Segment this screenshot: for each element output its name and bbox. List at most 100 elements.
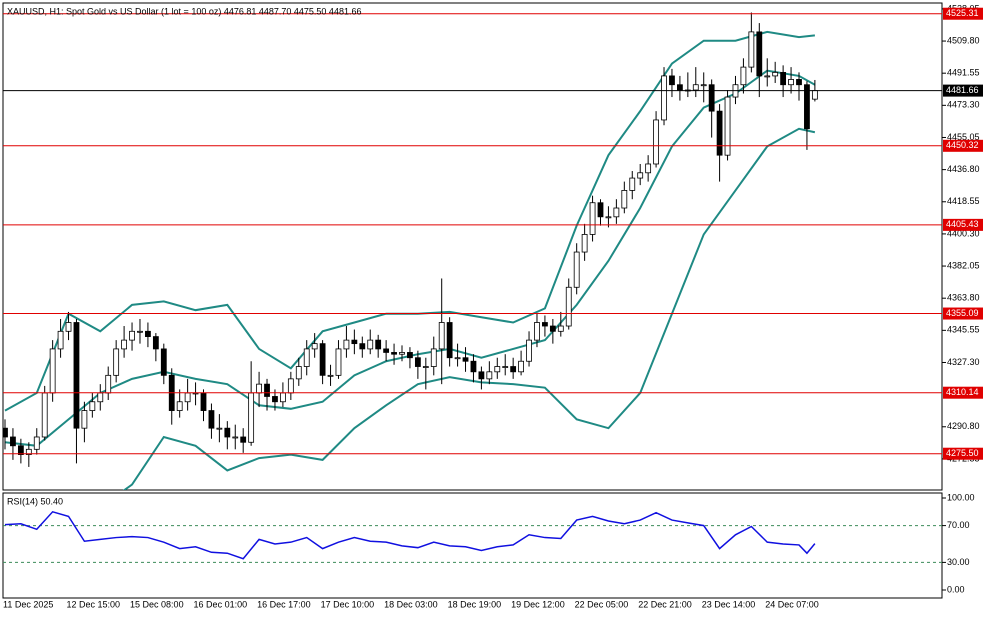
candle-body <box>724 96 731 156</box>
y-tick-label: 4509.80 <box>947 35 980 45</box>
candle-body <box>549 325 556 332</box>
candle-body <box>152 336 159 350</box>
candle-body <box>573 251 580 288</box>
candle-body <box>145 330 151 337</box>
candle-body <box>287 378 294 394</box>
candle-body <box>240 436 247 443</box>
price-level-tag <box>943 447 983 460</box>
candle-body <box>399 352 405 355</box>
candle-body <box>351 339 358 345</box>
candle-body <box>335 348 342 376</box>
candle-body <box>470 360 477 373</box>
price-level-tag <box>943 307 983 320</box>
candle-body <box>422 366 429 368</box>
candle-body <box>486 371 493 380</box>
candle-body <box>327 374 334 377</box>
price-level-tag <box>943 7 983 20</box>
candle-body <box>232 436 239 439</box>
candle-body <box>716 110 723 156</box>
candle-body <box>407 352 413 359</box>
x-tick-label: 17 Dec 10:00 <box>321 599 375 609</box>
candle-body <box>319 343 326 376</box>
candle-body <box>17 445 24 455</box>
y-tick-label: 4345.55 <box>947 325 980 335</box>
candle-body <box>764 75 771 78</box>
y-tick-label: 4418.55 <box>947 196 980 206</box>
candle-body <box>160 348 167 376</box>
candle-body <box>383 348 390 353</box>
x-tick-label: 22 Dec 21:00 <box>638 599 692 609</box>
candle-body <box>41 392 48 438</box>
candle-body <box>73 322 80 429</box>
rsi-line <box>4 510 816 560</box>
price-level-label: 4481.66 <box>946 85 979 95</box>
candle-body <box>391 352 397 355</box>
candle-body <box>89 401 96 411</box>
candle-body <box>510 366 517 373</box>
price-level-label: 4310.14 <box>946 387 979 397</box>
candle-body <box>303 348 310 367</box>
price-level-label: 4275.50 <box>946 448 979 458</box>
candle-body <box>137 330 143 333</box>
candle-body <box>295 366 302 380</box>
candle-body <box>661 75 667 121</box>
axes: 4528.054509.804491.554473.304455.054436.… <box>3 3 983 609</box>
candle-body <box>129 330 135 341</box>
price-level-label: 4525.31 <box>946 8 979 18</box>
x-tick-label: 15 Dec 08:00 <box>130 599 184 609</box>
candle-body <box>184 392 191 403</box>
candle-body <box>216 427 223 430</box>
candle-body <box>597 202 604 218</box>
candle-body <box>105 374 112 394</box>
candle-body <box>25 448 32 455</box>
price-level-label: 4405.43 <box>946 219 979 229</box>
y-tick-label: 70.00 <box>947 520 970 530</box>
candle-body <box>645 163 652 174</box>
x-tick-label: 24 Dec 07:00 <box>765 599 819 609</box>
y-tick-label: 4290.80 <box>947 421 980 431</box>
x-tick-label: 11 Dec 2025 <box>3 599 53 609</box>
candle-body <box>446 322 453 359</box>
candle-body <box>359 343 366 350</box>
candle-body <box>772 71 779 77</box>
candle-body <box>613 207 620 218</box>
candle-body <box>748 31 755 68</box>
rsi-panel <box>2 492 943 599</box>
x-tick-label: 16 Dec 01:00 <box>194 599 248 609</box>
candle-body <box>462 357 469 362</box>
x-tick-label: 23 Dec 14:00 <box>702 599 756 609</box>
price-level-tag <box>943 84 983 97</box>
candle-body <box>780 71 787 86</box>
candle-body <box>589 202 596 235</box>
candle-body <box>248 392 255 443</box>
price-level-label: 4355.09 <box>946 308 979 318</box>
candle-body <box>97 392 104 403</box>
y-tick-label: 4473.30 <box>947 100 980 110</box>
candle-body <box>438 322 445 350</box>
candle-body <box>57 330 64 350</box>
candle-body <box>65 322 72 332</box>
price-level-label: 4450.32 <box>946 140 979 150</box>
candle-body <box>33 436 40 450</box>
candle-body <box>700 84 707 87</box>
candle-body <box>367 339 374 350</box>
y-tick-label: 4382.05 <box>947 260 980 270</box>
y-tick-label: 4400.30 <box>947 228 980 238</box>
candle-body <box>224 427 231 438</box>
candle-body <box>534 322 540 341</box>
candle-body <box>557 325 564 332</box>
x-tick-label: 19 Dec 12:00 <box>511 599 565 609</box>
candle-body <box>113 348 120 376</box>
y-tick-label: 100.00 <box>947 492 975 502</box>
candle-body <box>629 177 636 191</box>
candle-body <box>478 371 485 380</box>
candle-body <box>542 322 548 327</box>
candle-body <box>692 84 699 91</box>
price-level-tag <box>943 139 983 152</box>
y-tick-label: 30.00 <box>947 557 970 567</box>
y-tick-label: 0.00 <box>947 584 965 594</box>
candle-body <box>311 343 318 350</box>
candle-body <box>502 366 509 368</box>
